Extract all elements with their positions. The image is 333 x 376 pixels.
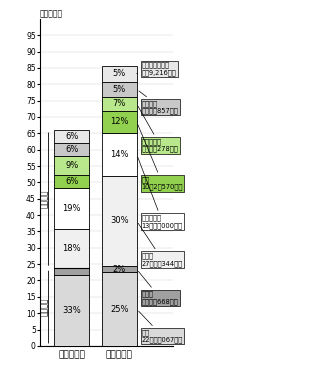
Text: 自主財源: 自主財源 — [40, 298, 49, 316]
Bar — [54, 156, 89, 175]
Bar — [54, 188, 89, 229]
Text: 9%: 9% — [65, 161, 78, 170]
Text: 12%: 12% — [110, 117, 129, 126]
Text: 諸収入
１億８，668万円: 諸収入 １億８，668万円 — [139, 271, 178, 305]
Text: 県支出金
４億２，857万円: 県支出金 ４億２，857万円 — [139, 91, 178, 114]
Bar — [102, 272, 137, 346]
Bar — [102, 111, 137, 133]
Text: 6%: 6% — [65, 132, 78, 141]
Text: 地方交付税
13億１，000万円: 地方交付税 13億１，000万円 — [138, 157, 183, 229]
Text: 5%: 5% — [113, 69, 126, 78]
Bar — [54, 229, 89, 268]
Text: 単位：億円: 単位：億円 — [40, 9, 63, 18]
Text: 町税
22億５，067万円: 町税 22億５，067万円 — [139, 311, 183, 343]
Text: 6%: 6% — [65, 177, 78, 186]
Bar — [102, 176, 137, 266]
Text: 依存財源: 依存財源 — [40, 190, 49, 208]
Bar — [54, 268, 89, 275]
Text: 14%: 14% — [110, 150, 129, 159]
Text: 譲与税・交付金
４億9,216万円: 譲与税・交付金 ４億9,216万円 — [137, 62, 176, 76]
Bar — [102, 65, 137, 82]
Text: 5%: 5% — [113, 85, 126, 94]
Text: 町債
10億2，570万円: 町債 10億2，570万円 — [138, 124, 183, 191]
Text: 30%: 30% — [110, 217, 129, 226]
Text: 33%: 33% — [62, 306, 81, 315]
Bar — [102, 133, 137, 176]
Text: その他
27億６，344万円: その他 27億６，344万円 — [138, 223, 183, 267]
Bar — [54, 275, 89, 346]
Text: 7%: 7% — [113, 99, 126, 108]
Bar — [102, 82, 137, 97]
Bar — [54, 130, 89, 143]
Text: 2%: 2% — [113, 265, 126, 274]
Text: 18%: 18% — [62, 244, 81, 253]
Text: 19%: 19% — [62, 204, 81, 213]
Bar — [102, 266, 137, 272]
Bar — [102, 97, 137, 111]
Bar — [54, 175, 89, 188]
Text: 25%: 25% — [110, 305, 129, 314]
Bar — [54, 143, 89, 156]
Text: 6%: 6% — [65, 145, 78, 154]
Text: 国庫支出金
６億７，278万円: 国庫支出金 ６億７，278万円 — [138, 106, 178, 152]
